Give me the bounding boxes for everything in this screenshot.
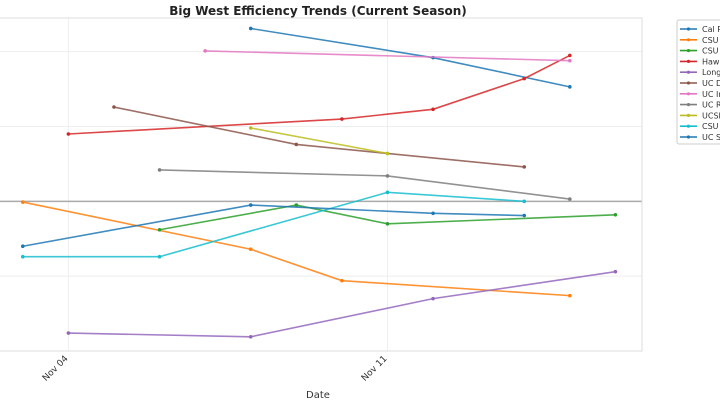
data-point xyxy=(522,199,527,204)
legend-marker xyxy=(686,38,691,42)
data-point xyxy=(568,197,572,201)
legend-label: UC D xyxy=(702,79,720,88)
data-point xyxy=(248,26,253,31)
series-layer xyxy=(20,26,618,339)
chart-title: Big West Efficiency Trends (Current Seas… xyxy=(169,4,467,18)
data-point xyxy=(613,213,618,217)
data-point xyxy=(248,334,253,339)
series-line xyxy=(113,106,525,168)
data-point xyxy=(340,117,344,121)
data-point xyxy=(20,244,25,249)
data-point xyxy=(522,76,527,81)
data-point xyxy=(568,53,572,58)
series-line xyxy=(22,191,525,258)
series-line xyxy=(22,204,525,248)
data-point xyxy=(294,142,299,147)
x-axis-label: Date xyxy=(306,390,330,401)
legend-label: Hawa xyxy=(702,57,720,66)
legend-label: CSU xyxy=(702,122,719,131)
legend-marker xyxy=(686,70,691,74)
legend-marker xyxy=(686,81,691,85)
legend-marker xyxy=(686,135,691,139)
data-point xyxy=(66,132,71,136)
data-point xyxy=(112,105,116,109)
legend-label: CSU xyxy=(702,36,719,45)
series-7 xyxy=(157,168,572,201)
data-point xyxy=(157,227,162,232)
legend-label: CSU xyxy=(702,47,719,56)
data-point xyxy=(385,190,390,195)
data-point xyxy=(248,247,253,252)
data-point xyxy=(385,221,390,226)
data-point xyxy=(248,203,253,207)
data-point xyxy=(613,269,618,274)
series-line xyxy=(250,127,388,155)
legend-marker xyxy=(686,124,691,128)
series-5 xyxy=(112,105,527,169)
series-line xyxy=(159,204,616,231)
series-2 xyxy=(157,203,618,232)
data-point xyxy=(20,200,25,204)
legend-marker xyxy=(686,92,691,96)
legend-marker xyxy=(686,103,691,107)
legend-marker xyxy=(686,49,691,53)
series-line xyxy=(205,50,570,62)
x-tick-label: Nov 11 xyxy=(360,354,390,384)
data-point xyxy=(431,296,435,301)
series-line xyxy=(22,201,570,297)
series-4 xyxy=(66,269,618,339)
data-point xyxy=(340,278,344,283)
series-line xyxy=(68,54,571,135)
x-axis-ticks: Nov 04 Nov 11 xyxy=(41,354,390,384)
data-point xyxy=(431,107,435,112)
legend-label: UC R xyxy=(702,101,720,110)
data-point xyxy=(157,168,162,172)
legend-label: Long xyxy=(702,68,720,77)
data-point xyxy=(294,203,299,207)
data-point xyxy=(522,165,527,169)
data-point xyxy=(20,254,25,259)
data-point xyxy=(568,293,572,298)
data-point xyxy=(248,126,253,130)
data-point xyxy=(522,213,527,218)
legend-marker xyxy=(686,113,691,117)
series-8 xyxy=(248,126,390,156)
series-line xyxy=(250,27,570,88)
data-point xyxy=(157,254,162,259)
legend-label: Cal P xyxy=(702,25,720,34)
data-point xyxy=(385,174,390,178)
series-line xyxy=(68,270,616,338)
plot-area xyxy=(0,17,643,352)
legend-label: UC S xyxy=(702,133,720,142)
legend-label: UCSE xyxy=(702,111,720,120)
data-point xyxy=(568,85,572,89)
data-point xyxy=(66,331,71,335)
data-point xyxy=(568,58,572,63)
data-point xyxy=(203,49,207,53)
series-line xyxy=(159,169,570,200)
data-point xyxy=(385,151,390,156)
data-point xyxy=(431,211,435,216)
series-9 xyxy=(20,190,527,259)
series-6 xyxy=(203,49,572,63)
legend-marker xyxy=(686,59,691,64)
x-tick-label: Nov 04 xyxy=(41,354,71,384)
series-10 xyxy=(20,203,527,249)
legend-marker xyxy=(686,27,691,31)
legend-label: UC Ir xyxy=(702,90,720,99)
series-3 xyxy=(66,53,572,136)
